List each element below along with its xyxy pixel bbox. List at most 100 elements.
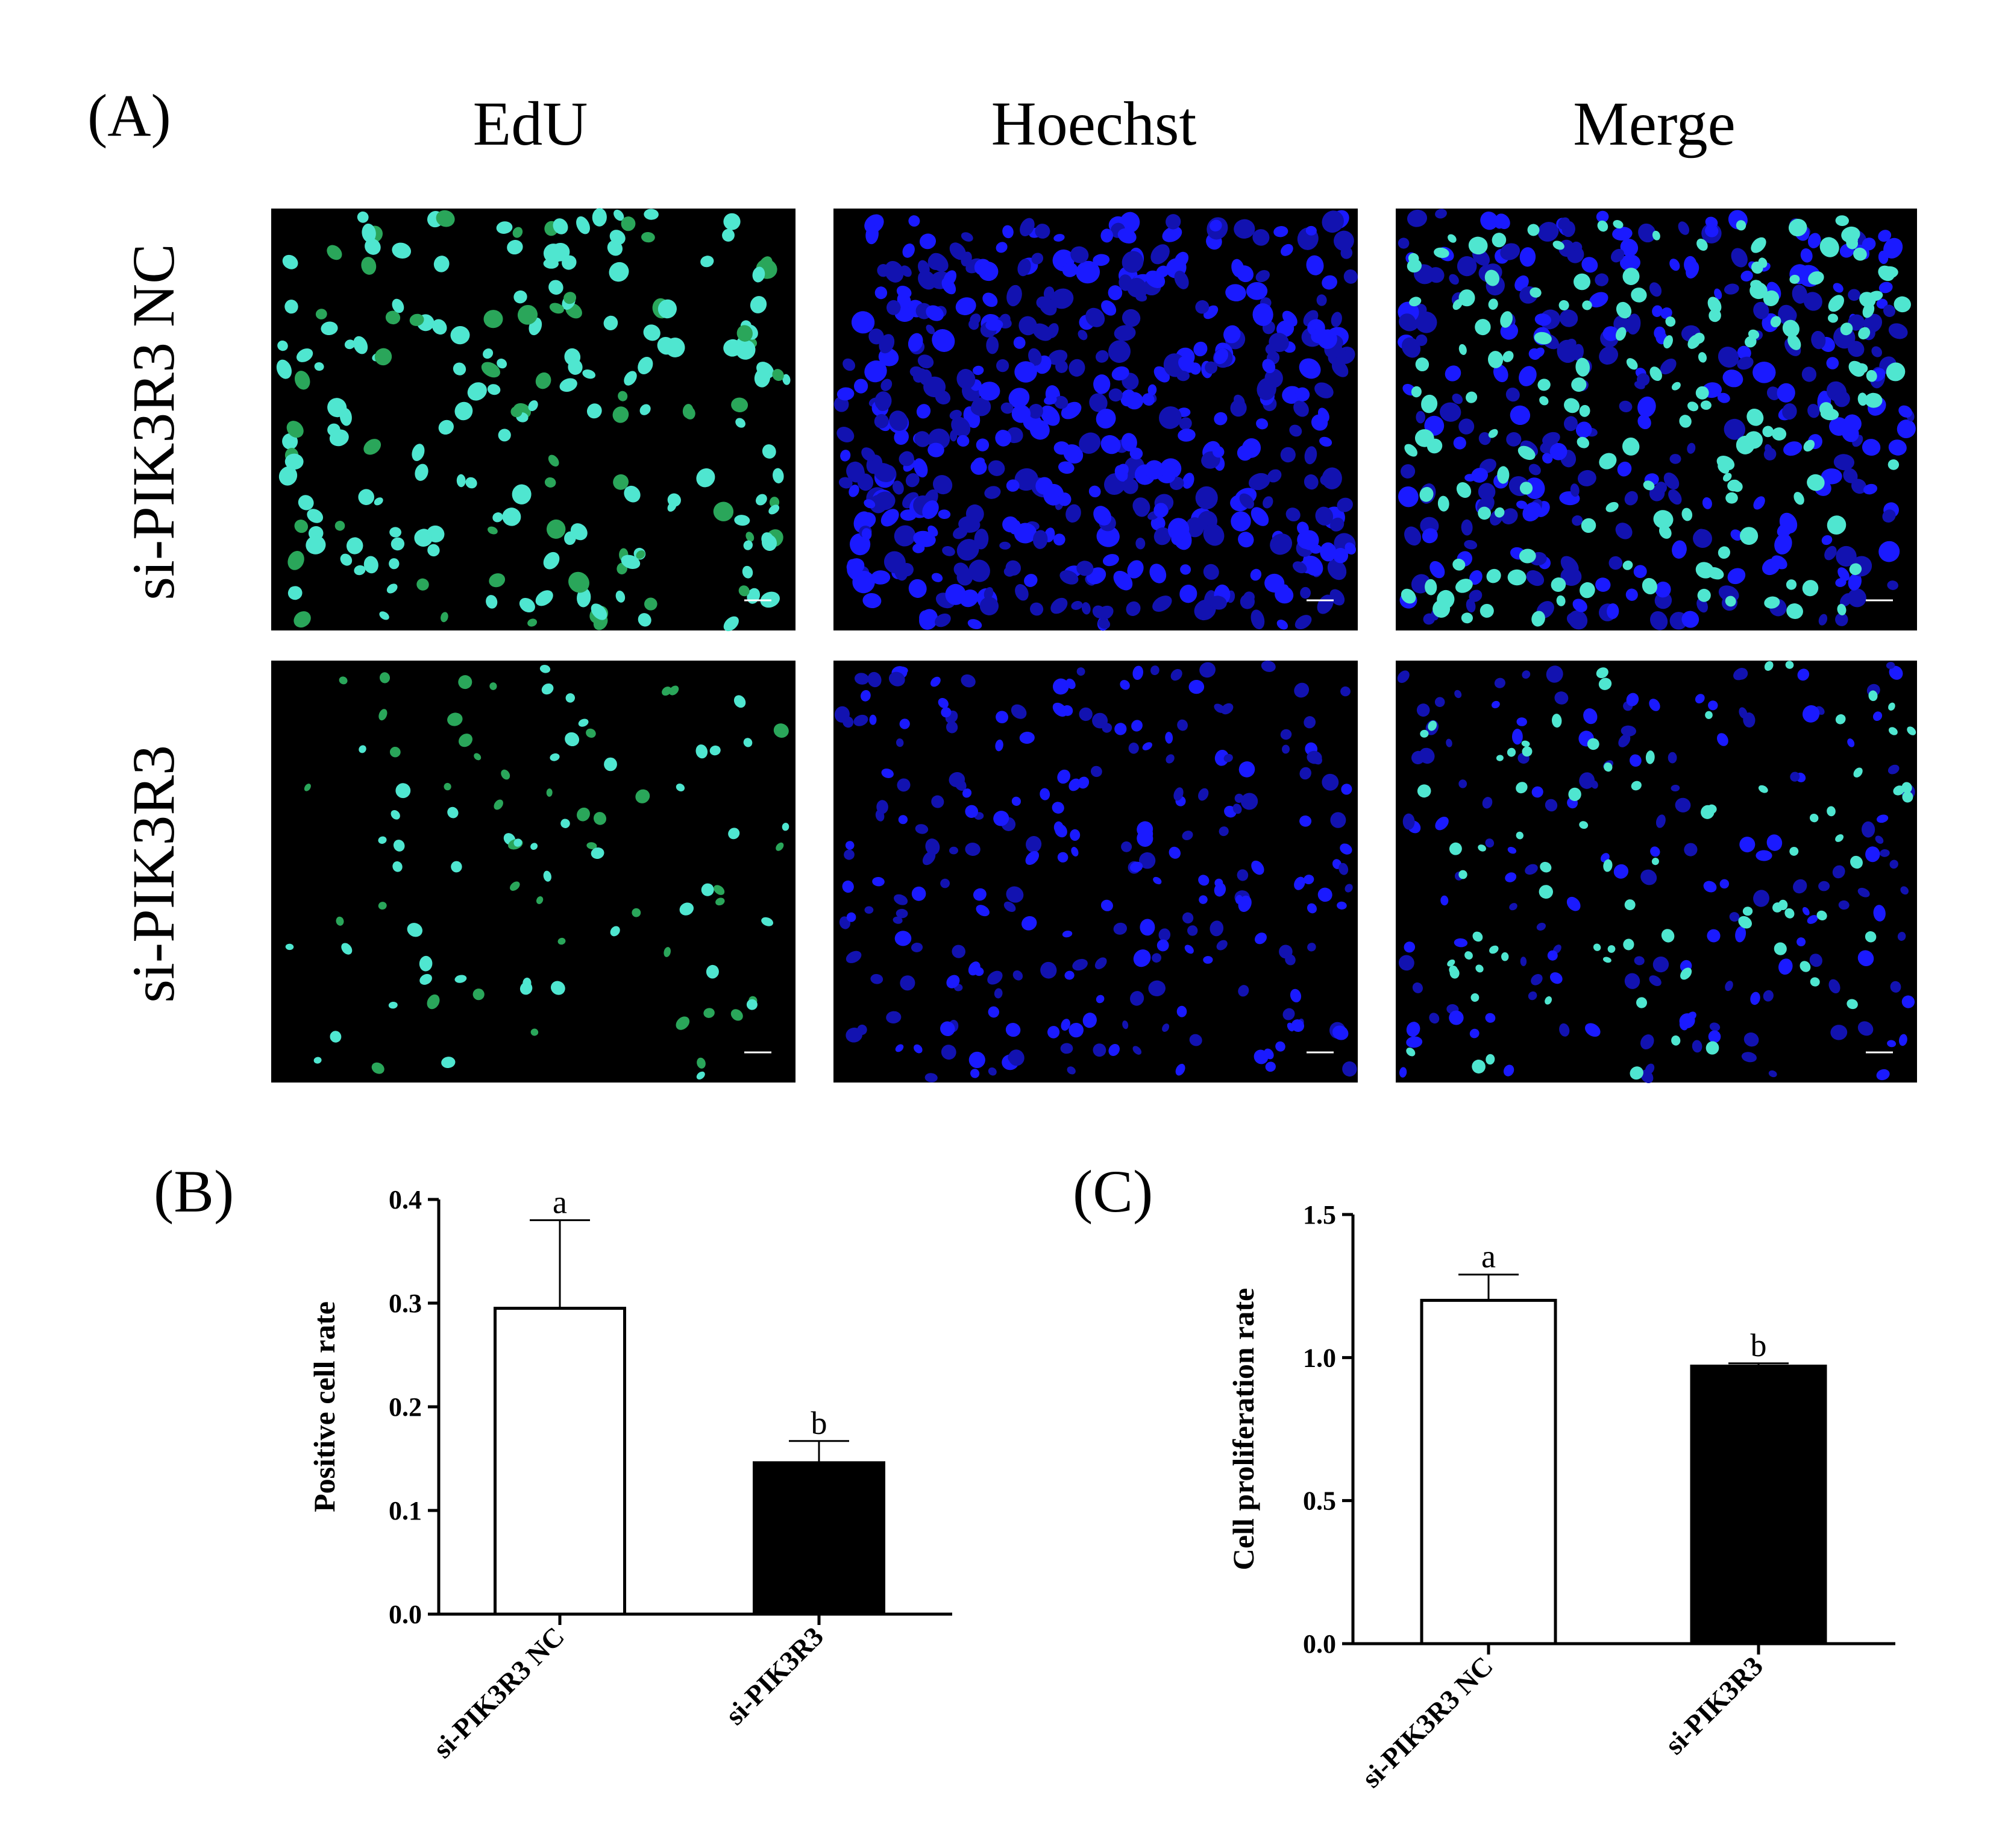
- cell-nucleus: [894, 931, 912, 946]
- cell-nucleus: [773, 468, 784, 483]
- cell-nucleus: [1765, 444, 1773, 455]
- cell-nucleus: [1445, 365, 1461, 382]
- cell-nucleus: [956, 435, 970, 447]
- cell-nucleus: [641, 231, 655, 243]
- cell-nucleus: [1889, 860, 1898, 869]
- cell-nucleus: [1402, 813, 1415, 830]
- cell-nucleus: [1542, 453, 1553, 464]
- cell-nucleus: [1784, 908, 1795, 919]
- cell-nucleus: [926, 305, 944, 321]
- cell-nucleus: [488, 526, 498, 535]
- cell-nucleus: [679, 902, 694, 916]
- cell-nucleus: [892, 480, 904, 495]
- cell-nucleus: [1440, 402, 1461, 422]
- cell-nucleus: [869, 714, 877, 725]
- cell-nucleus: [1209, 596, 1227, 610]
- cell-nucleus: [1725, 981, 1733, 992]
- cell-nucleus: [857, 473, 874, 491]
- cell-nucleus: [1156, 939, 1169, 952]
- cell-nucleus: [1700, 400, 1712, 410]
- cell-nucleus: [908, 333, 923, 352]
- cell-nucleus: [1803, 292, 1822, 311]
- cell-nucleus: [1782, 319, 1800, 338]
- cell-nucleus: [736, 325, 753, 342]
- cell-nucleus: [1231, 259, 1244, 278]
- cell-nucleus: [1506, 432, 1522, 447]
- cell-nucleus: [967, 619, 982, 629]
- cell-nucleus: [965, 805, 978, 819]
- cell-nucleus: [517, 304, 538, 325]
- cell-nucleus: [1150, 516, 1166, 531]
- cell-nucleus: [1264, 1048, 1274, 1060]
- cell-nucleus: [543, 244, 563, 263]
- cell-nucleus: [1334, 230, 1354, 251]
- cell-nucleus: [1643, 480, 1655, 491]
- cell-nucleus: [1652, 305, 1663, 317]
- cell-nucleus: [911, 886, 926, 901]
- cell-nucleus: [497, 358, 507, 369]
- cell-nucleus: [1833, 391, 1850, 407]
- cell-nucleus: [949, 846, 958, 855]
- cell-nucleus: [988, 1067, 997, 1076]
- cell-nucleus: [782, 823, 789, 831]
- cell-nucleus: [961, 232, 973, 242]
- cell-nucleus: [1195, 300, 1210, 314]
- cell-nucleus: [1807, 915, 1818, 924]
- cell-nucleus: [1649, 282, 1662, 297]
- cell-nucleus: [1176, 1005, 1187, 1017]
- cell-nucleus: [1613, 220, 1624, 229]
- y-axis-label: Positive cell rate: [307, 1301, 341, 1512]
- cell-nucleus: [1058, 461, 1075, 474]
- cell-nucleus: [1581, 518, 1596, 533]
- cell-nucleus: [1551, 577, 1566, 592]
- cell-nucleus: [456, 474, 466, 488]
- cell-nucleus: [1642, 577, 1657, 595]
- cell-nucleus: [1679, 1013, 1695, 1029]
- cell-nucleus: [321, 321, 338, 336]
- cell-nucleus: [1251, 860, 1264, 875]
- cell-nucleus: [1131, 720, 1143, 732]
- column-header-hoechst: Hoechst: [991, 89, 1197, 159]
- cell-nucleus: [1293, 400, 1309, 417]
- cell-nucleus: [1579, 821, 1589, 829]
- cell-nucleus: [1551, 714, 1562, 728]
- cell-nucleus: [999, 541, 1011, 550]
- cell-nucleus: [1089, 393, 1108, 412]
- cell-nucleus: [1800, 961, 1811, 972]
- cell-nucleus: [543, 870, 551, 882]
- cell-nucleus: [1857, 950, 1874, 967]
- cell-nucleus: [1121, 433, 1137, 452]
- cell-nucleus: [1539, 885, 1553, 899]
- cell-nucleus: [956, 369, 976, 389]
- cell-nucleus: [1053, 234, 1065, 242]
- cell-nucleus: [1587, 738, 1599, 750]
- cell-nucleus: [1294, 876, 1305, 890]
- cell-nucleus: [1770, 316, 1781, 328]
- cell-nucleus: [1079, 707, 1093, 721]
- cell-nucleus: [1893, 785, 1905, 796]
- cell-nucleus: [1626, 693, 1639, 706]
- cell-nucleus: [1703, 881, 1717, 893]
- cell-nucleus: [1525, 864, 1538, 875]
- cell-nucleus: [1707, 929, 1721, 943]
- cell-nucleus: [1122, 309, 1141, 327]
- cell-nucleus: [968, 319, 979, 330]
- cell-nucleus: [874, 491, 896, 511]
- cell-nucleus: [1709, 1022, 1721, 1031]
- y-tick-label: 0.0: [1303, 1629, 1336, 1659]
- cell-nucleus: [1337, 497, 1353, 512]
- cell-nucleus: [1130, 861, 1143, 873]
- cell-nucleus: [988, 460, 1005, 476]
- cell-nucleus: [900, 509, 917, 521]
- cell-nucleus: [1078, 776, 1090, 789]
- cell-nucleus: [1878, 541, 1900, 562]
- cell-nucleus: [1214, 882, 1226, 897]
- cell-nucleus: [1440, 895, 1449, 906]
- cell-nucleus: [613, 474, 629, 490]
- cell-nucleus: [278, 466, 298, 486]
- cell-nucleus: [985, 319, 1003, 331]
- cell-nucleus: [1065, 504, 1081, 523]
- cell-nucleus: [1210, 219, 1222, 231]
- cell-nucleus: [1406, 1036, 1423, 1048]
- cell-nucleus: [591, 847, 604, 859]
